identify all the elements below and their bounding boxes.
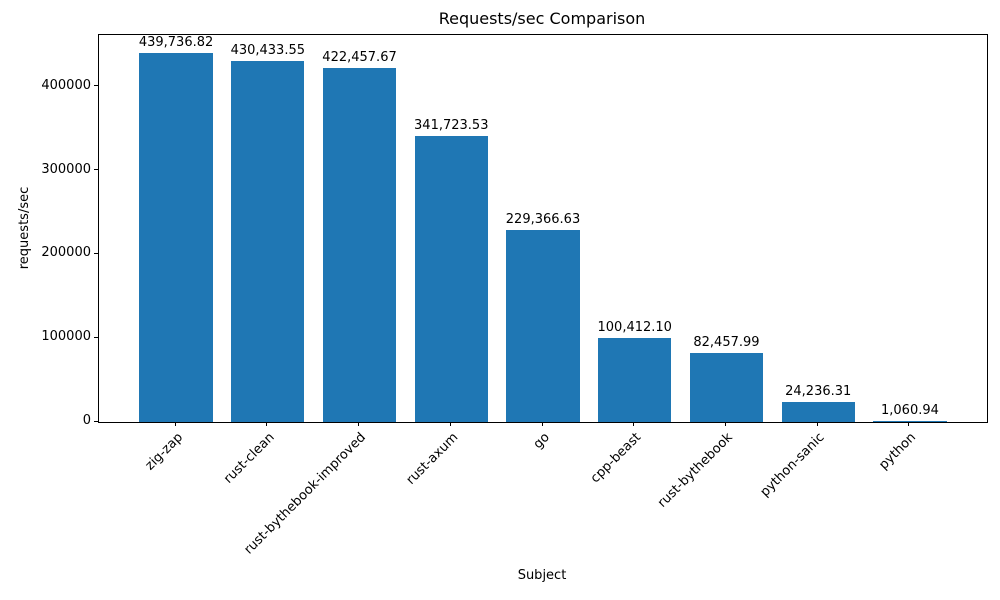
bar-value-label: 430,433.55 xyxy=(230,43,305,59)
bar-value-label: 24,236.31 xyxy=(785,383,852,399)
bar-python-sanic xyxy=(781,401,855,422)
plot-area: 439,736.82 430,433.55 422,457.67 341,723.53… xyxy=(98,34,988,423)
x-tick-mark xyxy=(174,422,176,426)
x-tick-mark xyxy=(816,422,818,426)
x-tick-label: rust-axum xyxy=(403,430,461,488)
x-tick-mark xyxy=(266,422,268,426)
x-tick-mark xyxy=(724,422,726,426)
x-axis-label: Subject xyxy=(517,568,567,583)
bar-go xyxy=(506,229,580,422)
bar-zig-zap xyxy=(139,53,213,422)
bar-value-label: 341,723.53 xyxy=(414,117,489,133)
x-tick-mark xyxy=(449,422,451,426)
x-tick-label: python-sanic xyxy=(757,430,828,500)
bar-rust-bythebook xyxy=(689,352,764,422)
bar-value-label: 229,366.63 xyxy=(505,211,581,227)
bar-cpp-beast xyxy=(598,337,672,422)
y-tick-label: 300000 xyxy=(41,161,91,177)
x-tick-label: cpp-beast xyxy=(588,430,645,487)
bar-python xyxy=(873,421,947,422)
y-tick-label: 400000 xyxy=(41,77,91,93)
bar-value-label: 439,736.82 xyxy=(138,35,214,51)
x-tick-mark xyxy=(633,422,635,426)
x-tick-mark xyxy=(358,422,360,426)
x-tick-label: zig-zap xyxy=(142,430,186,474)
bar-rust-bythebook-improved xyxy=(322,67,397,422)
y-tick-mark xyxy=(94,252,98,254)
x-tick-label: python xyxy=(876,430,920,473)
y-tick-label: 100000 xyxy=(41,329,91,345)
bar-value-label: 100,412.10 xyxy=(597,319,672,335)
y-tick-mark xyxy=(94,420,98,422)
x-tick-mark xyxy=(908,422,910,426)
x-tick-label: rust-bythebook xyxy=(655,430,737,511)
y-tick-label: 200000 xyxy=(41,245,91,261)
bar-value-label: 82,457.99 xyxy=(693,334,760,350)
x-tick-label: go xyxy=(530,430,553,453)
x-tick-mark xyxy=(541,422,543,426)
bar-value-label: 1,060.94 xyxy=(880,403,939,418)
x-tick-label: rust-clean xyxy=(220,430,278,487)
bar-rust-axum xyxy=(414,135,488,422)
bar-value-label: 422,457.67 xyxy=(322,49,397,65)
y-tick-mark xyxy=(94,85,98,87)
y-tick-label: 0 xyxy=(82,413,91,428)
y-tick-mark xyxy=(94,336,98,338)
y-tick-mark xyxy=(94,169,98,171)
bar-rust-clean xyxy=(231,61,305,422)
chart-title: Requests/sec Comparison xyxy=(438,9,646,28)
